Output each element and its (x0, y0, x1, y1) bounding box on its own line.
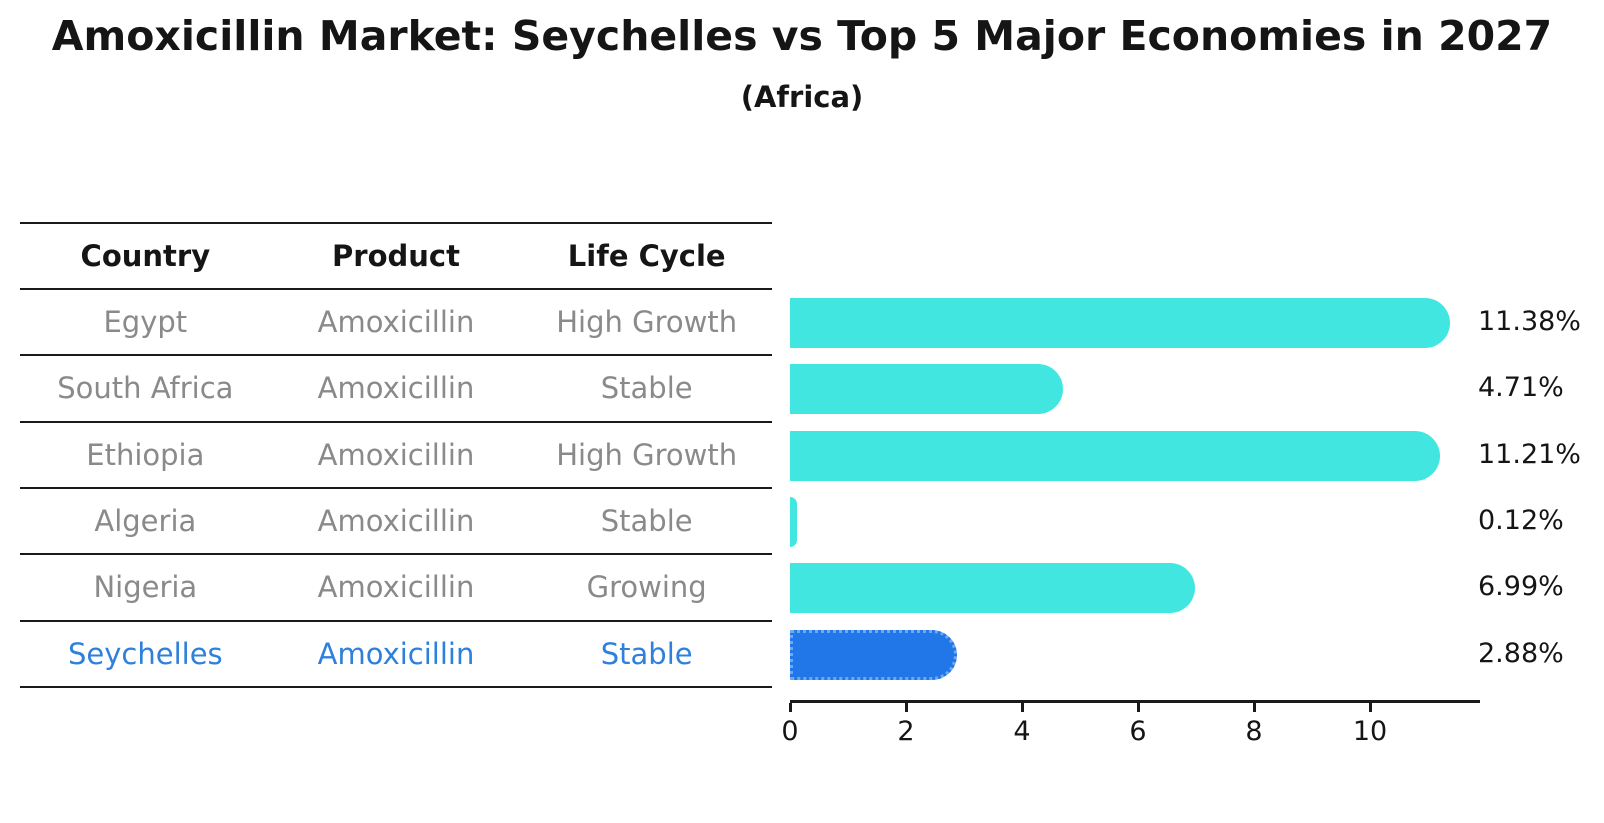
chart-title: Amoxicillin Market: Seychelles vs Top 5 … (51, 12, 1553, 60)
bar-algeria (790, 497, 797, 548)
value-label-ethiopia: 11.21% (1478, 438, 1581, 470)
table-row-south-africa: South Africa Amoxicillin Stable (20, 356, 772, 423)
x-axis-tick-8 (1253, 703, 1256, 712)
country-cell: South Africa (57, 371, 234, 406)
bar-egypt (790, 298, 1451, 349)
value-label-seychelles: 2.88% (1478, 637, 1564, 669)
table-row-algeria: Algeria Amoxicillin Stable (20, 489, 772, 556)
country-cell: Nigeria (93, 570, 198, 605)
country-cell: Egypt (103, 305, 188, 340)
life-cycle-cell: High Growth (556, 305, 738, 340)
product-cell: Amoxicillin (317, 371, 475, 406)
x-axis-tick-0 (789, 703, 792, 712)
table-header-row: Country Product Life Cycle (20, 222, 772, 290)
x-axis (790, 700, 1480, 703)
x-axis-tick-10 (1369, 703, 1372, 712)
product-cell: Amoxicillin (317, 570, 475, 605)
product-cell: Amoxicillin (317, 504, 475, 539)
x-axis-tick-label-2: 2 (897, 716, 915, 747)
table-row-ethiopia: Ethiopia Amoxicillin High Growth (20, 423, 772, 489)
table-body: Egypt Amoxicillin High Growth South Afri… (20, 290, 772, 688)
x-axis-tick-4 (1021, 703, 1024, 712)
column-header-country: Country (80, 239, 211, 273)
table-row-egypt: Egypt Amoxicillin High Growth (20, 290, 772, 357)
bar-south-africa (790, 364, 1064, 415)
value-label-egypt: 11.38% (1478, 306, 1581, 338)
country-cell: Ethiopia (86, 437, 205, 472)
bar-ethiopia (790, 430, 1441, 481)
table-row-nigeria: Nigeria Amoxicillin Growing (20, 555, 772, 622)
x-axis-tick-label-10: 10 (1352, 716, 1388, 747)
table-row-seychelles: Seychelles Amoxicillin Stable (20, 622, 772, 688)
x-axis-tick-2 (905, 703, 908, 712)
column-header-product: Product (332, 239, 460, 273)
life-cycle-cell: Stable (600, 371, 693, 406)
life-cycle-cell: High Growth (556, 437, 738, 472)
country-cell: Algeria (94, 504, 197, 539)
chart-subtitle: (Africa) (740, 80, 864, 114)
value-label-nigeria: 6.99% (1478, 571, 1564, 603)
x-axis-tick-label-4: 4 (1013, 716, 1031, 747)
x-axis-tick-label-0: 0 (781, 716, 799, 747)
product-cell: Amoxicillin (317, 636, 475, 671)
column-header-life-cycle: Life Cycle (567, 239, 726, 273)
product-cell: Amoxicillin (317, 305, 475, 340)
value-label-algeria: 0.12% (1478, 505, 1564, 537)
bar-nigeria (790, 563, 1196, 614)
value-label-south-africa: 4.71% (1478, 372, 1564, 404)
product-cell: Amoxicillin (317, 437, 475, 472)
x-axis-tick-6 (1137, 703, 1140, 712)
country-cell: Seychelles (68, 636, 223, 671)
x-axis-tick-label-8: 8 (1245, 716, 1263, 747)
life-cycle-cell: Stable (600, 504, 693, 539)
country-table: Country Product Life Cycle Egypt Amoxici… (20, 222, 772, 688)
x-axis-tick-label-6: 6 (1129, 716, 1147, 747)
bar-seychelles (790, 629, 958, 680)
life-cycle-cell: Stable (600, 636, 693, 671)
life-cycle-cell: Growing (586, 570, 707, 605)
